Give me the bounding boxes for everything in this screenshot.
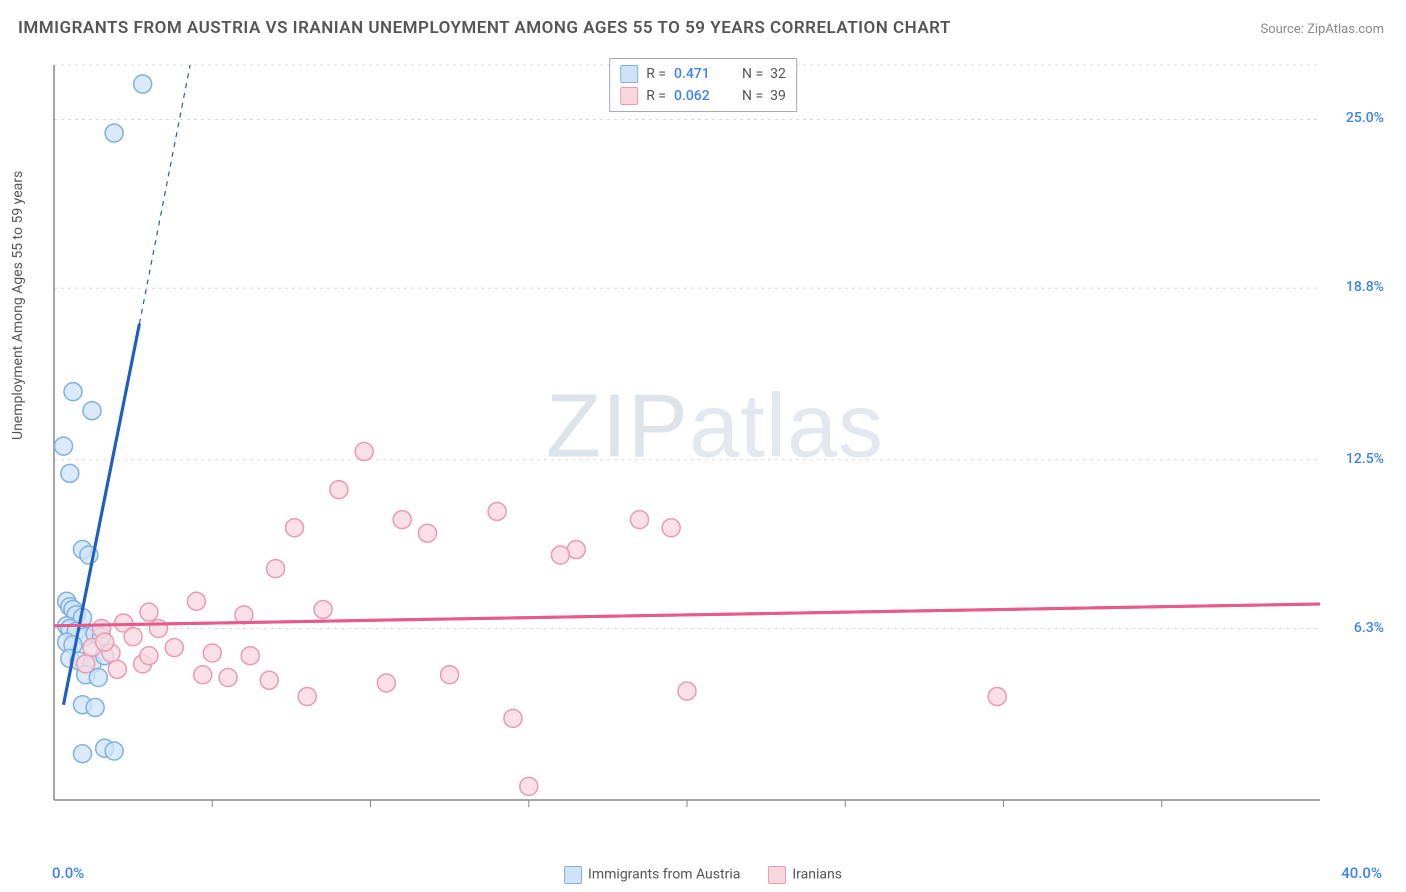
correlation-legend: R =0.471N = 32R =0.062N = 39	[609, 58, 797, 112]
scatter-chart	[50, 55, 1380, 830]
y-tick-label: 12.5%	[1346, 451, 1384, 467]
x-axis-max-label: 40.0%	[1341, 864, 1382, 882]
y-tick-label: 6.3%	[1354, 620, 1384, 636]
legend-swatch	[620, 65, 638, 83]
correlation-row: R =0.062N = 39	[620, 85, 786, 107]
legend-item: Iranians	[768, 866, 842, 884]
legend-swatch	[768, 866, 786, 884]
plot-area: ZIPatlas	[50, 55, 1380, 830]
legend-swatch	[564, 866, 582, 884]
legend-swatch	[620, 87, 638, 105]
series-legend: Immigrants from Austria Iranians	[564, 866, 842, 884]
x-axis-min-label: 0.0%	[52, 864, 84, 882]
y-tick-label: 25.0%	[1346, 110, 1384, 126]
chart-title: IMMIGRANTS FROM AUSTRIA VS IRANIAN UNEMP…	[18, 18, 951, 38]
correlation-row: R =0.471N = 32	[620, 63, 786, 85]
source-label: Source: ZipAtlas.com	[1260, 22, 1384, 37]
legend-item: Immigrants from Austria	[564, 866, 740, 884]
y-tick-label: 18.8%	[1346, 279, 1384, 295]
y-axis-label: Unemployment Among Ages 55 to 59 years	[10, 171, 26, 440]
